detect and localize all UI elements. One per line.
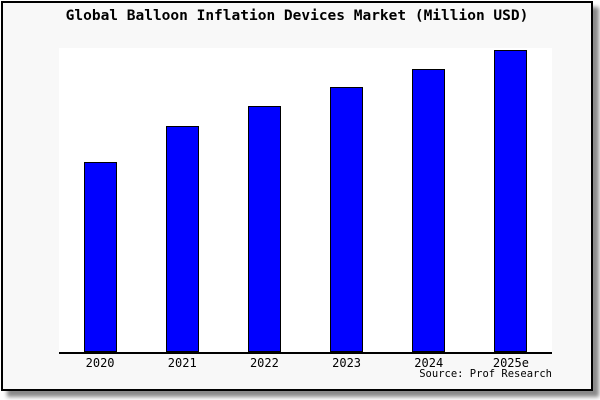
x-tick-label-2023: 2023 bbox=[332, 356, 362, 370]
bar-2024 bbox=[412, 69, 446, 352]
x-tick-label-2021: 2021 bbox=[167, 356, 197, 370]
plot-area bbox=[59, 48, 552, 354]
bar-2021 bbox=[165, 126, 199, 352]
source-credit: Source: Prof Research bbox=[419, 368, 552, 380]
bar-2025e bbox=[494, 50, 528, 352]
chart-figure: Global Balloon Inflation Devices Market … bbox=[1, 1, 593, 391]
x-axis-labels: 2020 2021 2022 2023 2024 2025e bbox=[59, 356, 552, 372]
x-tick-label-2025e: 2025e bbox=[492, 356, 529, 370]
x-tick-label-2020: 2020 bbox=[85, 356, 115, 370]
bar-2022 bbox=[247, 106, 281, 352]
chart-title: Global Balloon Inflation Devices Market … bbox=[65, 8, 529, 24]
bar-2023 bbox=[330, 87, 364, 352]
bar-2020 bbox=[83, 162, 117, 352]
x-tick-label-2024: 2024 bbox=[414, 356, 444, 370]
x-tick-label-2022: 2022 bbox=[249, 356, 279, 370]
